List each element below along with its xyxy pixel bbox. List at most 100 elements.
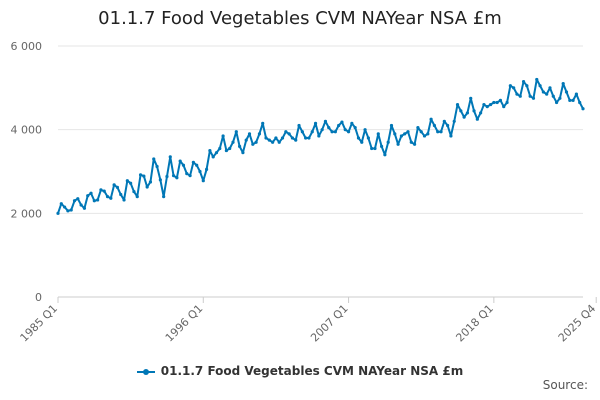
data-point	[82, 206, 87, 210]
data-point	[66, 209, 70, 213]
data-point	[313, 121, 318, 125]
data-point	[469, 96, 473, 100]
data-point	[271, 140, 275, 144]
data-point	[198, 169, 202, 174]
data-point	[175, 176, 179, 180]
y-tick-label: 2 000	[11, 207, 43, 220]
data-point	[234, 130, 238, 134]
legend-line-marker-icon	[136, 367, 155, 377]
legend-label: 01.1.7 Food Vegetables CVM NAYear NSA £m	[160, 364, 464, 378]
data-point	[512, 86, 516, 90]
data-point	[224, 148, 228, 153]
data-point	[155, 164, 159, 169]
data-point	[439, 130, 443, 134]
data-point	[475, 117, 479, 121]
series-line	[57, 78, 584, 214]
data-point	[525, 84, 529, 88]
data-point	[208, 148, 212, 153]
data-point	[389, 123, 394, 128]
data-point	[330, 130, 334, 134]
data-point	[122, 198, 126, 202]
data-point	[323, 119, 328, 123]
data-point	[482, 102, 486, 107]
data-point	[340, 120, 344, 124]
data-point	[195, 163, 199, 167]
data-point	[356, 136, 361, 140]
data-point	[485, 105, 489, 109]
data-point	[558, 96, 562, 100]
data-point	[449, 134, 453, 138]
data-point	[105, 195, 110, 199]
data-point	[432, 123, 437, 128]
data-point	[498, 98, 503, 102]
data-point	[350, 121, 354, 125]
data-point	[568, 98, 572, 102]
data-point	[148, 180, 153, 184]
data-point	[363, 128, 367, 132]
data-point	[370, 146, 374, 151]
data-point	[465, 111, 470, 115]
data-point	[168, 155, 172, 159]
data-point	[492, 100, 496, 105]
data-point	[333, 130, 337, 134]
data-point	[221, 134, 225, 138]
data-point	[241, 151, 245, 155]
data-point	[280, 136, 285, 140]
data-point	[76, 197, 80, 201]
data-point	[304, 136, 308, 140]
data-point	[455, 102, 460, 107]
data-point	[446, 123, 450, 128]
y-tick-label: 0	[35, 291, 42, 304]
data-point	[479, 111, 483, 115]
y-tick-label: 4 000	[11, 124, 43, 137]
data-point	[515, 92, 519, 96]
data-point	[109, 196, 113, 200]
data-point	[191, 160, 195, 164]
x-tick-label: 2018 Q1	[453, 302, 496, 345]
legend[interactable]: 01.1.7 Food Vegetables CVM NAYear NSA £m	[0, 364, 600, 378]
data-point	[112, 183, 116, 187]
data-point	[393, 132, 397, 136]
data-point	[419, 130, 423, 134]
data-point	[343, 128, 347, 132]
data-point	[89, 191, 93, 195]
data-point	[531, 96, 536, 100]
data-point	[178, 159, 182, 163]
data-point	[495, 100, 499, 105]
data-point	[310, 130, 314, 134]
data-point	[152, 157, 156, 161]
data-point	[403, 132, 407, 136]
data-point	[284, 130, 288, 134]
data-point	[337, 123, 341, 128]
data-point	[307, 136, 311, 140]
data-point	[574, 92, 579, 96]
data-point	[551, 94, 555, 98]
data-point	[396, 142, 400, 146]
data-point	[409, 140, 413, 144]
data-point	[261, 121, 265, 125]
data-point	[257, 132, 262, 136]
data-point	[462, 115, 466, 119]
data-point	[63, 205, 67, 209]
data-point	[129, 181, 133, 185]
source-label: Source:	[542, 378, 588, 392]
data-point	[327, 125, 331, 130]
data-point	[406, 130, 410, 134]
data-point	[360, 140, 364, 144]
data-point	[264, 136, 268, 140]
y-tick-label: 6 000	[11, 40, 43, 53]
data-point	[518, 94, 522, 98]
data-point	[538, 84, 542, 88]
data-point	[244, 138, 248, 142]
data-point	[413, 142, 417, 146]
data-point	[247, 132, 252, 136]
data-point	[287, 132, 291, 136]
data-point	[379, 144, 384, 148]
data-point	[99, 188, 103, 192]
x-tick-label: 1996 Q1	[163, 302, 206, 345]
data-point	[201, 179, 205, 183]
data-point	[353, 125, 357, 130]
data-point	[125, 179, 129, 183]
data-point	[571, 98, 575, 102]
